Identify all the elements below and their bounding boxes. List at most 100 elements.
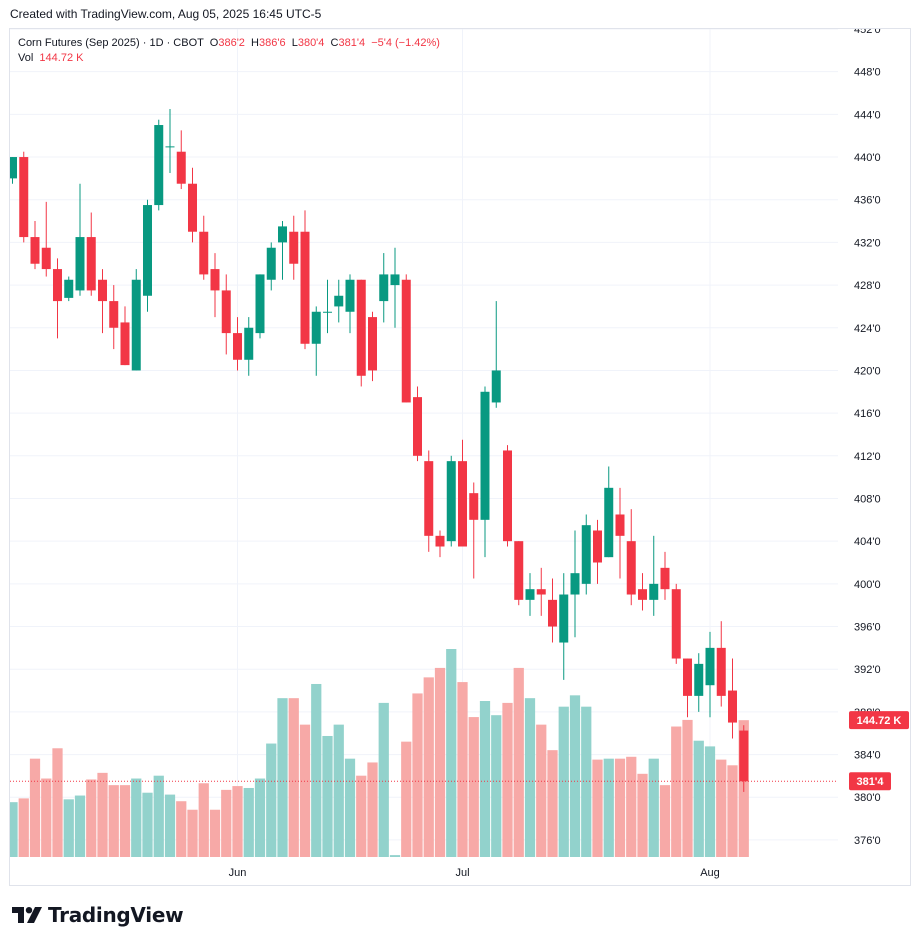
volume-bar: [311, 683, 322, 857]
volume-bar: [592, 759, 603, 857]
volume-bar: [277, 698, 288, 857]
price-tick-label: 440'0: [854, 152, 881, 164]
volume-bar: [727, 765, 738, 857]
volume-bar: [693, 740, 704, 857]
candle-body: [716, 647, 726, 696]
volume-bar: [119, 785, 131, 857]
volume-bar: [401, 741, 412, 857]
candle-body: [491, 370, 501, 403]
legend-volume-value: 144.72 K: [39, 52, 84, 64]
legend-high-value: 386'6: [259, 37, 286, 49]
legend-low-label: L: [291, 37, 298, 49]
date-tick-label: Aug: [700, 867, 720, 879]
candle-body: [233, 333, 242, 360]
candle-body: [514, 541, 524, 600]
volume-bar: [423, 677, 434, 857]
volume-bar: [344, 758, 356, 857]
volume-bar: [412, 693, 423, 857]
volume-bar: [86, 779, 97, 857]
volume-bar: [389, 855, 401, 857]
volume-bar: [569, 695, 581, 857]
volume-bar: [10, 802, 18, 857]
brand-name: TradingView: [48, 903, 184, 927]
legend-open-label: O: [209, 37, 219, 49]
chart-area[interactable]: 376'0380'0384'0388'0392'0396'0400'0404'0…: [9, 28, 911, 886]
candle-body: [424, 461, 434, 536]
legend-volume-row: Vol 144.72 K: [18, 51, 440, 66]
volume-bar: [63, 799, 74, 857]
price-tick-label: 400'0: [854, 579, 881, 591]
volume-bar: [29, 758, 41, 857]
volume-bar: [232, 786, 243, 857]
last-volume-label: 144.72 K: [857, 715, 902, 727]
candle-body: [739, 730, 749, 782]
candle-body: [536, 589, 546, 595]
candle-body: [356, 279, 366, 376]
candle-body: [446, 461, 456, 542]
candle-body: [199, 231, 209, 275]
legend-symbol: Corn Futures (Sep 2025) · 1D · CBOT: [18, 37, 204, 49]
candle-body: [323, 311, 332, 313]
price-tick-label: 384'0: [854, 750, 881, 762]
volume-bar: [198, 783, 209, 857]
candle-body: [401, 279, 411, 403]
volume-bars: [10, 649, 749, 857]
candle-body: [278, 226, 287, 243]
grid: [10, 29, 838, 857]
candle-body: [86, 237, 96, 291]
candle-body: [604, 487, 614, 558]
volume-bar: [491, 715, 502, 857]
candle-body: [368, 317, 377, 371]
candle-body: [120, 322, 130, 366]
candle-body: [19, 157, 29, 238]
candle-body: [109, 301, 119, 328]
date-tick-label: Jul: [455, 867, 469, 879]
candle-body: [255, 274, 265, 334]
volume-bar: [524, 698, 536, 857]
legend-volume-label: Vol: [18, 52, 34, 64]
volume-bar: [558, 706, 569, 857]
price-tick-label: 436'0: [854, 195, 881, 207]
candle-body: [548, 599, 557, 627]
tradingview-brand[interactable]: TradingView: [12, 903, 184, 927]
volume-bar: [603, 758, 614, 857]
candle-body: [334, 295, 344, 307]
candle-body: [694, 663, 704, 696]
volume-bar: [131, 778, 142, 857]
volume-bar: [468, 717, 479, 857]
volume-bar: [221, 789, 232, 857]
date-tick-label: Jun: [229, 867, 247, 879]
volume-bar: [502, 702, 513, 857]
volume-bar: [434, 667, 446, 857]
chart-legend: Corn Futures (Sep 2025) · 1D · CBOT O 386…: [18, 36, 440, 66]
price-tick-label: 404'0: [854, 536, 881, 548]
price-tick-label: 380'0: [854, 792, 881, 804]
tradingview-logo-icon: [12, 907, 42, 923]
candle-body: [176, 151, 186, 184]
candle-body: [289, 231, 299, 264]
volume-bar: [243, 787, 254, 857]
candle-body: [390, 274, 400, 286]
price-tick-label: 424'0: [854, 323, 881, 335]
legend-close-label: C: [330, 37, 339, 49]
candle-body: [143, 205, 152, 296]
candle-body: [53, 269, 62, 302]
candle-body: [458, 461, 467, 547]
volume-bar: [704, 746, 716, 857]
legend-change-value: −5'4 (−1.42%): [371, 37, 440, 49]
volume-bar: [671, 726, 682, 857]
volume-bar: [457, 682, 468, 857]
candle-body: [413, 397, 422, 456]
candle-body: [266, 247, 276, 280]
volume-bar: [97, 772, 108, 857]
price-tick-label: 452'0: [854, 29, 881, 36]
candle-body: [154, 125, 164, 206]
price-tick-label: 396'0: [854, 622, 881, 634]
candlestick-chart[interactable]: 376'0380'0384'0388'0392'0396'0400'0404'0…: [10, 29, 912, 887]
volume-bar: [153, 775, 164, 857]
price-tick-label: 444'0: [854, 109, 881, 121]
candle-body: [705, 647, 715, 686]
volume-bar: [356, 775, 367, 857]
last-volume-badge: [849, 711, 909, 730]
price-tick-label: 428'0: [854, 280, 881, 292]
